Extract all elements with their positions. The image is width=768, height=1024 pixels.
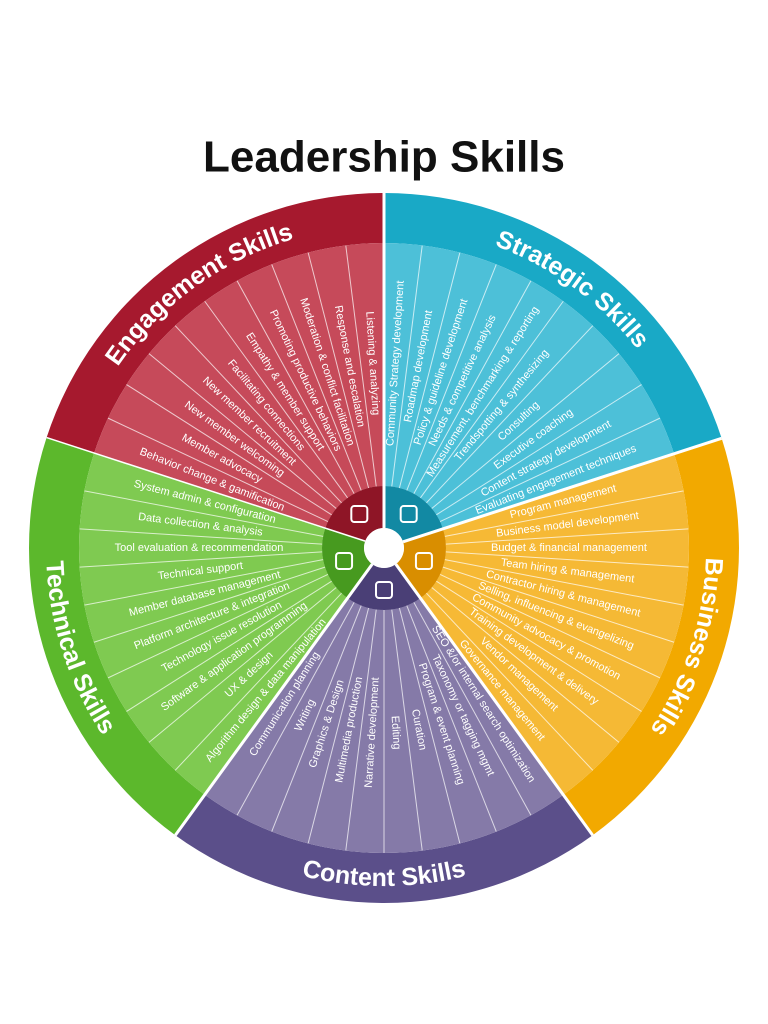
spoke [126,384,332,516]
icon-wedge [325,486,384,542]
icon [350,505,369,524]
spoke [93,566,326,643]
inner-ring [193,348,384,529]
inner-ring [384,348,575,529]
spoke [107,573,329,679]
spoke [436,384,642,516]
spoke [436,580,642,712]
section-divider [174,563,374,837]
skill-label: Budget & financial management [491,542,647,554]
spoke [107,417,329,523]
outer-band [46,193,384,454]
spoke [442,566,675,643]
spoke [236,280,355,494]
outer-band [563,438,739,836]
icon [399,505,418,524]
skill-label: Tool evaluation & recommendation [115,542,284,554]
spoke [271,605,362,832]
spoke [126,580,332,712]
spoke [406,264,497,491]
spoke [426,325,594,504]
spoke [444,559,684,606]
spoke [84,490,324,537]
spoke [445,551,689,568]
spoke [148,353,337,509]
spoke [391,245,423,487]
icon-wedge [347,564,421,610]
spoke [445,528,689,545]
spoke [439,417,661,523]
spoke [398,252,461,489]
spoke [79,551,323,568]
spoke [406,605,497,832]
spoke [439,573,661,679]
spoke [307,252,370,489]
spoke [420,300,564,499]
hub [364,528,404,568]
spoke [345,245,377,487]
section-divider [394,563,594,837]
spoke [236,602,355,816]
outer-band [29,438,205,836]
spoke [413,280,532,494]
spoke [271,264,362,491]
spoke [174,592,342,771]
icon [414,551,433,570]
title: Leadership Skills [203,133,565,182]
spoke [413,602,532,816]
icon-wedge [384,486,443,542]
spoke [174,325,342,504]
section-divider [402,436,723,544]
spoke [84,559,324,606]
spoke [444,490,684,537]
spoke [431,353,620,509]
spoke [307,607,370,844]
icon [375,581,393,599]
spoke [431,587,620,743]
icon [335,551,354,570]
skill-label: Editing [389,715,403,749]
spoke [79,528,323,545]
spoke [398,607,461,844]
section: SEO &/or internal search optimizationTax… [175,563,594,904]
spoke [204,300,348,499]
spoke [391,609,423,851]
spoke [345,609,377,851]
spoke [148,587,337,743]
outer-band [384,193,722,454]
outer-band [175,794,593,904]
spoke [426,592,594,771]
